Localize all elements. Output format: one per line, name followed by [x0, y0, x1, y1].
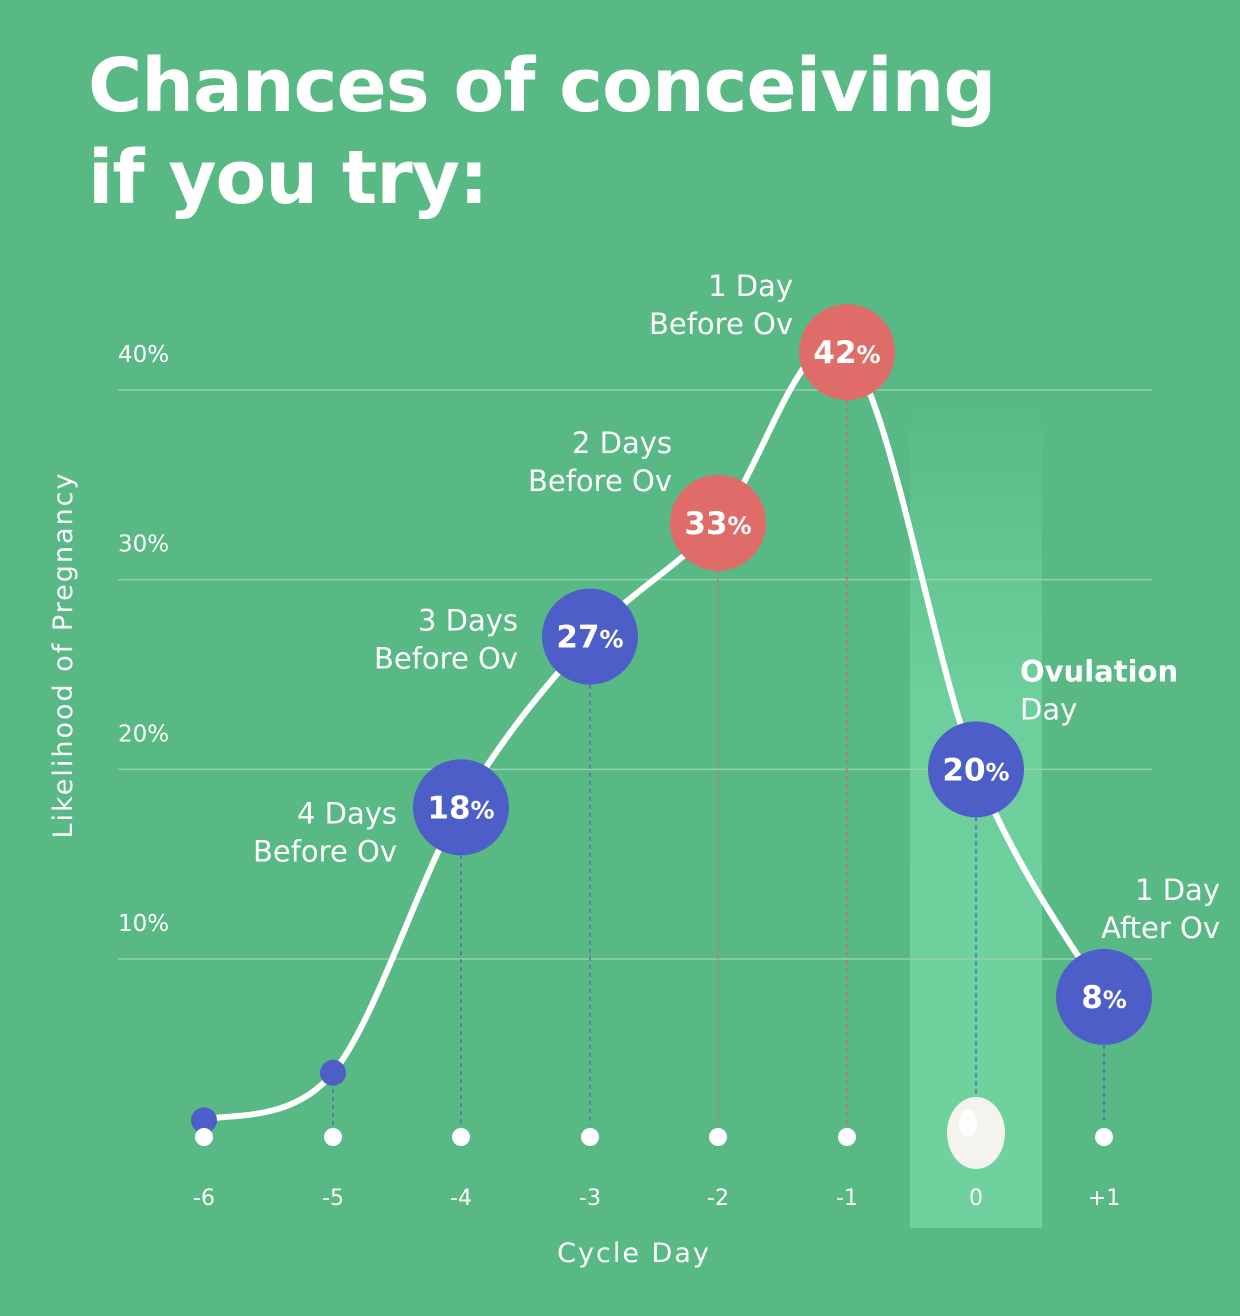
x-tick-dot: [838, 1128, 856, 1146]
y-tick-label: 30%: [118, 532, 169, 558]
chart-title-line-1: Chances of conceiving: [88, 43, 996, 129]
x-tick-label: 0: [969, 1186, 983, 1211]
x-tick-dot: [1095, 1128, 1113, 1146]
annotation-label: Before Ov: [253, 834, 397, 868]
data-point-dot: [191, 1107, 217, 1134]
data-point-badge: [542, 588, 638, 685]
annotation-label: 3 Days: [418, 604, 518, 638]
x-tick-label: -3: [579, 1186, 601, 1211]
x-tick-dot: [709, 1128, 727, 1146]
data-label: 20%: [942, 752, 1009, 788]
data-point-badge: [928, 721, 1024, 818]
data-point-dot: [320, 1059, 346, 1086]
annotation-label: Before Ov: [374, 642, 518, 676]
y-tick-label: 10%: [118, 911, 169, 937]
annotation-label: Day: [1020, 692, 1077, 726]
annotation-label: 4 Days: [297, 796, 397, 830]
data-point-badge: [413, 759, 509, 856]
annotation-label: After Ov: [1101, 911, 1220, 945]
egg-icon: [947, 1097, 1005, 1169]
x-tick-dot: [324, 1128, 342, 1146]
annotation-label: 2 Days: [572, 426, 672, 460]
data-label: 8%: [1081, 980, 1127, 1016]
x-tick-dot: [581, 1128, 599, 1146]
y-axis-label: Likelihood of Pregnancy: [48, 472, 79, 839]
data-point-badge: [670, 474, 766, 571]
chart-title-line-2: if you try:: [88, 135, 489, 221]
data-point-badge: [799, 304, 895, 401]
annotation-label: 1 Day: [1135, 873, 1220, 907]
x-tick-label: +1: [1088, 1186, 1120, 1211]
data-label: 27%: [556, 620, 623, 656]
egg-highlight: [959, 1109, 977, 1137]
chart-title: Chances of conceiving if you try:: [88, 40, 996, 224]
annotation-label: Ovulation: [1020, 654, 1178, 688]
x-tick-label: -5: [322, 1186, 344, 1211]
x-tick-label: -6: [193, 1186, 215, 1211]
annotation-label: Before Ov: [649, 307, 793, 341]
x-axis-label: Cycle Day: [557, 1238, 711, 1269]
x-tick-label: -4: [450, 1186, 472, 1211]
data-label: 33%: [684, 506, 751, 542]
data-label: 42%: [813, 335, 880, 371]
data-label: 18%: [427, 790, 494, 826]
data-point-badge: [1056, 948, 1152, 1045]
annotation-label: 1 Day: [708, 269, 793, 303]
x-tick-label: -2: [707, 1186, 729, 1211]
annotation-label: Before Ov: [528, 464, 672, 498]
y-tick-label: 40%: [118, 342, 169, 368]
x-tick-label: -1: [836, 1186, 858, 1211]
y-tick-label: 20%: [118, 721, 169, 747]
x-tick-dot: [452, 1128, 470, 1146]
x-tick-dot: [195, 1128, 213, 1146]
